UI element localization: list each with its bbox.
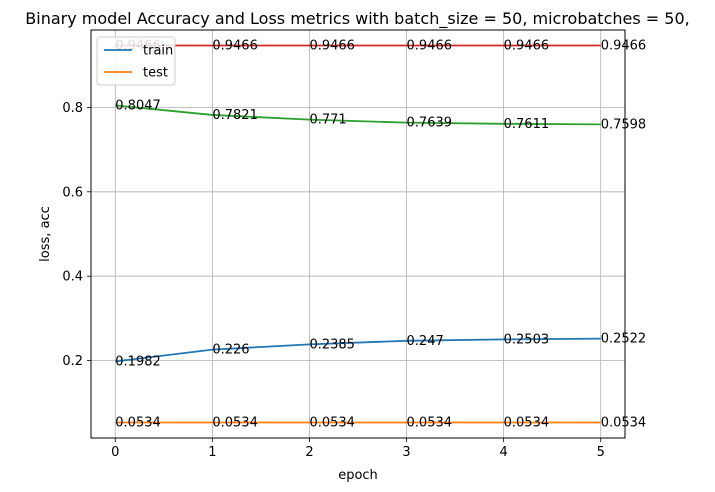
data-label: 0.2522 — [601, 332, 647, 347]
data-label: 0.1982 — [115, 354, 161, 369]
y-axis-label: loss, acc — [38, 206, 53, 262]
data-labels: 0.1982 0.226 0.2385 0.247 0.2503 0.2522 0.0534… — [115, 38, 646, 430]
data-label: 0.0534 — [115, 416, 161, 431]
data-label: 0.9466 — [212, 38, 258, 53]
legend-label-test: test — [143, 66, 168, 81]
series-line-0 — [115, 337, 601, 363]
data-label: 0.0534 — [309, 416, 355, 431]
data-label: 0.2385 — [309, 337, 355, 352]
data-label: 0.0534 — [212, 416, 258, 431]
data-label: 0.9466 — [601, 38, 647, 53]
legend-label-train: train — [143, 44, 173, 59]
legend: train test — [96, 36, 176, 86]
x-tick-label: 5 — [597, 445, 605, 460]
data-label: 0.8047 — [115, 98, 161, 113]
x-tick-label: 2 — [305, 445, 313, 460]
data-label: 0.0534 — [407, 416, 453, 431]
y-tick-label: 0.6 — [62, 185, 83, 200]
y-tick-label: 0.8 — [62, 101, 83, 116]
data-label: 0.0534 — [504, 416, 550, 431]
data-label: 0.2503 — [504, 332, 550, 347]
y-tick-label: 0.2 — [62, 354, 83, 369]
data-label: 0.9466 — [407, 38, 453, 53]
data-label: 0.7611 — [504, 117, 550, 132]
grid — [91, 30, 625, 438]
plot-frame — [90, 29, 626, 439]
legend-box — [96, 36, 176, 86]
x-tick-label: 3 — [402, 445, 410, 460]
axis-ticks: 0 1 2 3 4 5 0.2 0.4 0.6 0.8 — [62, 101, 605, 460]
series-lines — [115, 44, 601, 424]
data-label: 0.0534 — [601, 416, 647, 431]
x-tick-label: 1 — [208, 445, 216, 460]
y-tick-label: 0.4 — [62, 270, 83, 285]
data-label: 0.7821 — [212, 108, 258, 123]
data-label: 0.771 — [309, 113, 346, 128]
data-label: 0.9466 — [504, 38, 550, 53]
series-line-2 — [115, 104, 601, 126]
data-label: 0.226 — [212, 343, 249, 358]
data-label: 0.247 — [407, 334, 444, 349]
chart-title: Binary model Accuracy and Loss metrics w… — [25, 9, 690, 28]
data-label: 0.9466 — [309, 38, 355, 53]
x-axis-label: epoch — [338, 468, 378, 483]
data-label: 0.7639 — [407, 116, 453, 131]
data-label: 0.7598 — [601, 117, 647, 132]
x-tick-label: 4 — [499, 445, 507, 460]
x-tick-label: 0 — [111, 445, 119, 460]
